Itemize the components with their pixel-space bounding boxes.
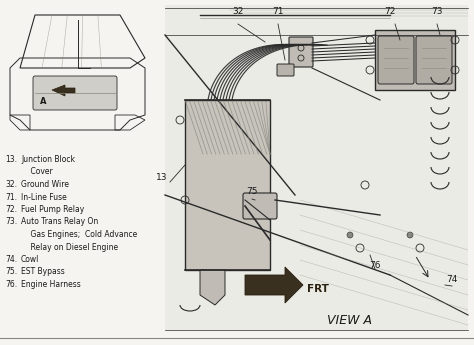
Text: Auto Trans Relay On: Auto Trans Relay On: [21, 217, 98, 227]
Text: VIEW A: VIEW A: [328, 314, 373, 326]
Text: A: A: [40, 97, 46, 106]
Text: 76: 76: [369, 260, 381, 269]
Polygon shape: [200, 270, 225, 305]
Text: 72: 72: [384, 8, 396, 17]
FancyBboxPatch shape: [375, 30, 455, 90]
Text: 75.: 75.: [5, 267, 17, 276]
Circle shape: [347, 232, 353, 238]
Text: 71: 71: [272, 8, 284, 17]
FancyBboxPatch shape: [33, 76, 117, 110]
Text: EST Bypass: EST Bypass: [21, 267, 65, 276]
Circle shape: [407, 232, 413, 238]
Text: Engine Harness: Engine Harness: [21, 280, 81, 289]
Text: 73: 73: [431, 8, 443, 17]
Polygon shape: [245, 267, 303, 303]
Text: Junction Block: Junction Block: [21, 155, 75, 164]
FancyBboxPatch shape: [185, 100, 270, 270]
Text: FRT: FRT: [307, 284, 329, 294]
FancyBboxPatch shape: [277, 64, 294, 76]
Text: Relay on Diesel Engine: Relay on Diesel Engine: [21, 243, 118, 252]
Text: 13: 13: [156, 174, 168, 183]
FancyBboxPatch shape: [289, 37, 313, 67]
Text: Ground Wire: Ground Wire: [21, 180, 69, 189]
Text: 32.: 32.: [5, 180, 17, 189]
Text: 76.: 76.: [5, 280, 17, 289]
Text: 72.: 72.: [5, 205, 17, 214]
Text: Cover: Cover: [21, 168, 53, 177]
FancyBboxPatch shape: [378, 36, 414, 84]
Polygon shape: [165, 5, 468, 330]
Text: Fuel Pump Relay: Fuel Pump Relay: [21, 205, 84, 214]
Polygon shape: [52, 85, 75, 96]
Text: 74.: 74.: [5, 255, 17, 264]
Text: Cowl: Cowl: [21, 255, 39, 264]
Text: 74: 74: [447, 276, 458, 285]
FancyBboxPatch shape: [243, 193, 277, 219]
Text: In-Line Fuse: In-Line Fuse: [21, 193, 67, 201]
Text: 13.: 13.: [5, 155, 17, 164]
FancyBboxPatch shape: [416, 36, 452, 84]
Text: 32: 32: [232, 8, 244, 17]
Text: 75: 75: [246, 187, 258, 197]
Text: 71.: 71.: [5, 193, 17, 201]
Text: Gas Engines;  Cold Advance: Gas Engines; Cold Advance: [21, 230, 137, 239]
Text: 73.: 73.: [5, 217, 17, 227]
